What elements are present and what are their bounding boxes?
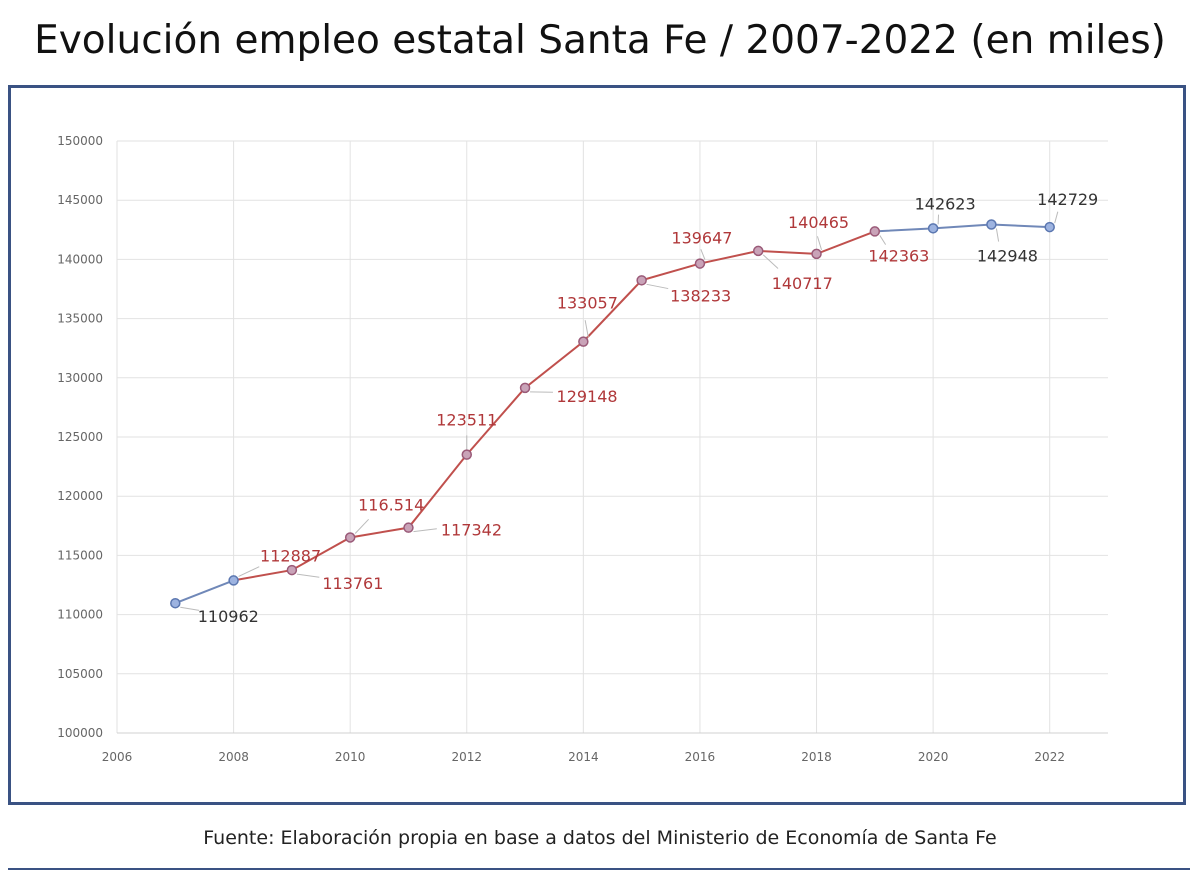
data-label: 113761 (322, 574, 383, 593)
data-label: 142623 (915, 194, 976, 213)
y-tick-label: 115000 (57, 548, 103, 562)
data-label: 129148 (557, 387, 618, 406)
data-label: 139647 (671, 229, 732, 248)
data-label: 123511 (436, 411, 497, 430)
leader-line (762, 254, 779, 269)
y-tick-label: 130000 (57, 371, 103, 385)
x-tick-label: 2022 (1034, 750, 1065, 764)
data-point (286, 564, 298, 576)
data-point (986, 219, 997, 230)
data-point (811, 248, 822, 260)
x-tick-label: 2018 (801, 750, 832, 764)
chart-title: Evolución empleo estatal Santa Fe / 2007… (34, 18, 1166, 63)
data-point (170, 597, 181, 609)
leader-line (700, 249, 706, 260)
leader-line (584, 320, 589, 338)
data-point (636, 275, 647, 286)
y-tick-label: 120000 (57, 489, 103, 503)
leader-line (180, 606, 200, 611)
data-point (519, 382, 531, 394)
y-tick-label: 110000 (57, 608, 103, 622)
data-point (752, 245, 764, 257)
data-label: 138233 (670, 286, 731, 305)
y-tick-label: 140000 (57, 252, 103, 266)
leader-line (238, 566, 260, 577)
data-label: 142729 (1037, 190, 1098, 209)
leader-line (413, 528, 437, 533)
leader-line (354, 518, 369, 534)
leader-line (816, 236, 823, 251)
data-label: 133057 (557, 294, 618, 313)
x-tick-label: 2016 (685, 750, 716, 764)
leader-line (1054, 211, 1059, 224)
x-tick-label: 2006 (102, 750, 133, 764)
y-tick-label: 100000 (57, 726, 103, 740)
data-point (403, 522, 414, 533)
data-label: 142363 (868, 246, 929, 265)
data-point (869, 226, 881, 237)
x-tick-label: 2012 (451, 750, 482, 764)
data-label: 140465 (788, 213, 849, 232)
y-tick-label: 150000 (57, 134, 103, 148)
data-point (694, 258, 706, 269)
x-tick-label: 2014 (568, 750, 599, 764)
series-line-blue (174, 579, 234, 605)
data-label: 117342 (441, 521, 502, 540)
series-line-blue (874, 223, 1050, 233)
data-label: 140717 (772, 274, 833, 293)
y-tick-label: 105000 (57, 667, 103, 681)
data-label: 112887 (260, 546, 321, 565)
source-note: Fuente: Elaboración propia en base a dat… (203, 827, 997, 849)
leader-line (646, 283, 669, 290)
leader-line (995, 228, 1000, 242)
data-point (228, 575, 239, 586)
data-point (578, 336, 589, 347)
series-line-red (233, 230, 876, 582)
chart-frame (8, 85, 1186, 805)
data-label: 142948 (977, 246, 1038, 265)
divider (8, 868, 1190, 870)
y-tick-label: 125000 (57, 430, 103, 444)
data-label: 116.514 (358, 495, 424, 514)
x-tick-label: 2010 (335, 750, 366, 764)
data-point (344, 532, 356, 543)
data-point (1044, 221, 1055, 233)
x-tick-label: 2020 (918, 750, 949, 764)
y-tick-label: 135000 (57, 312, 103, 326)
leader-line (879, 235, 887, 245)
y-tick-label: 145000 (57, 193, 103, 207)
data-point (461, 449, 473, 460)
data-point (927, 223, 939, 234)
data-label: 110962 (198, 607, 259, 626)
leader-line (296, 573, 320, 578)
x-tick-label: 2008 (218, 750, 249, 764)
